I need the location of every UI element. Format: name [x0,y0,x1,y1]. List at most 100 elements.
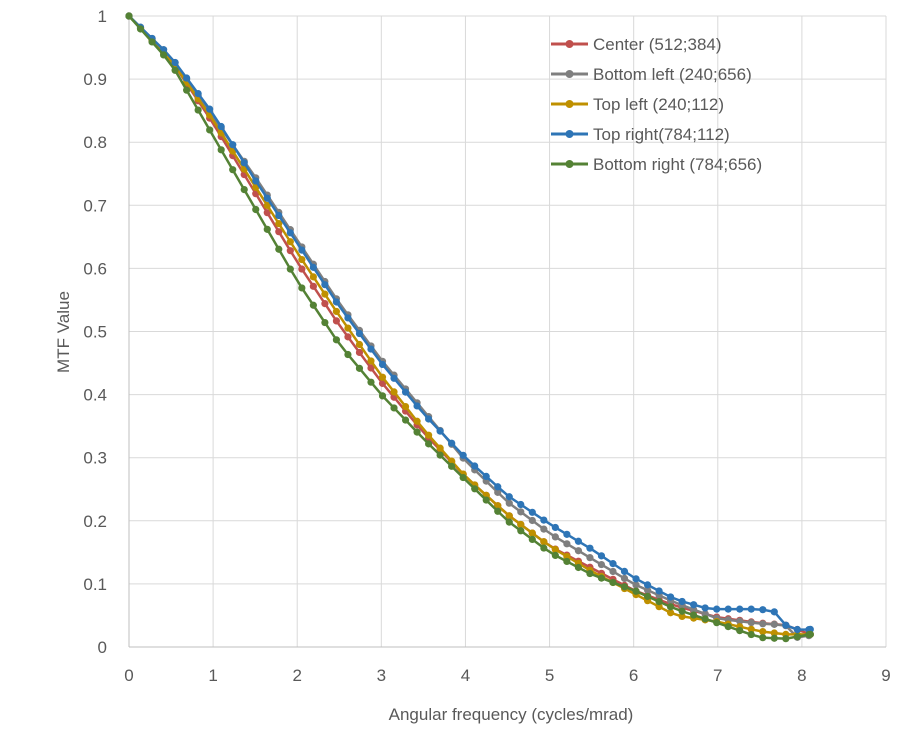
series-4-point [666,593,675,601]
series-5-point [125,12,133,20]
series-5-point [229,166,237,174]
series-4-point [425,415,433,423]
series-5-point [690,611,698,619]
y-tick-label: 1 [98,7,107,26]
series-5-point [148,38,156,46]
series-4-point [240,159,248,167]
series-4-point [632,575,640,583]
series-5-point [632,587,640,595]
series-5-point [378,392,387,400]
x-axis-title: Angular frequency (cycles/mrad) [389,705,634,724]
legend-swatch-marker [565,100,574,108]
series-4-point [206,105,214,113]
series-4-point [620,567,629,576]
x-tick-label: 3 [377,666,386,685]
series-4-point [505,493,513,501]
series-5-point [494,507,502,515]
y-tick-label: 0.2 [83,512,107,531]
series-3-point [528,529,536,537]
series-4-point [298,246,306,254]
series-4-point [724,605,732,613]
series-2-point [551,533,559,541]
legend-swatch-marker [565,70,574,78]
series-2-point [505,499,513,507]
series-5-point [390,404,398,412]
series-1-point [298,265,306,273]
series-4-point [690,601,698,609]
series-3-point [759,627,767,636]
series-1-point [332,317,341,325]
y-tick-label: 0.1 [83,575,107,594]
series-3-point [436,444,444,452]
series-4-point [540,516,548,524]
series-3-point [505,512,513,520]
series-5-point [517,527,525,535]
series-3-point [655,603,663,611]
series-1-point [275,228,283,236]
series-5-point [620,583,629,591]
series-4-point [759,606,767,614]
series-4-point [793,625,801,634]
series-4-point [217,122,225,131]
x-tick-label: 5 [545,666,554,685]
series-4-point [378,360,387,369]
legend-label: Top right(784;112) [593,125,730,144]
series-5-point [275,245,283,253]
series-4-point [574,537,583,545]
series-4-point [782,621,790,629]
series-3-point [551,545,559,554]
series-4-point [482,472,490,480]
axis-layer: 0 0.1 0.2 0.3 0.4 0.5 0.6 0.7 0.8 0.9 1 0 1 2 3 4 5 6 7 8 9 [83,7,890,685]
series-1-point [344,333,352,341]
series-4-point [332,298,341,306]
series-2-point [574,547,583,555]
series-5-point [436,451,444,459]
series-3-point [540,538,548,546]
y-tick-label: 0.7 [83,196,107,215]
legend-label: Bottom right (784;656) [593,155,762,174]
series-2-point [736,617,744,625]
series-4-point [309,263,317,271]
series-4-point [736,605,744,613]
series-5-point [194,106,202,114]
y-tick-label: 0.4 [83,386,107,405]
series-4-point [494,483,502,491]
series-5-point [206,126,214,134]
series-5-point [332,336,341,344]
series-4-point [770,608,778,616]
series-5-point [298,284,306,292]
series-2-point [701,610,709,618]
y-tick-label: 0.8 [83,133,107,152]
series-5-point [563,557,571,566]
series-4-point [252,177,260,185]
series-5-point [217,146,225,154]
x-tick-label: 4 [461,666,470,685]
series-3-point [309,273,317,281]
series-4-point [355,329,364,338]
series-4-point [344,314,352,322]
series-4-point [551,523,559,532]
x-tick-label: 8 [797,666,806,685]
series-4-point [436,427,444,435]
series-4-point [401,388,410,396]
series-3-point [413,417,421,425]
y-tick-label: 0.5 [83,323,107,342]
series-5-point [401,416,410,424]
series-3-point [494,502,502,510]
series-4-point [586,544,594,552]
series-5-point [344,350,352,359]
series-2-point [597,560,606,569]
x-tick-label: 6 [629,666,638,685]
series-5-point [782,635,790,643]
series-5-point [471,485,479,493]
series-3-point [563,552,571,561]
series-4-point [528,508,536,516]
series-4-point [609,560,617,568]
legend-swatch-marker [565,130,574,138]
series-3-point [390,388,398,396]
series-5-point [425,440,433,448]
series-5-point [321,318,329,327]
series-5-point [747,630,755,639]
series-5-point [701,615,709,623]
series-4-point [471,462,479,470]
